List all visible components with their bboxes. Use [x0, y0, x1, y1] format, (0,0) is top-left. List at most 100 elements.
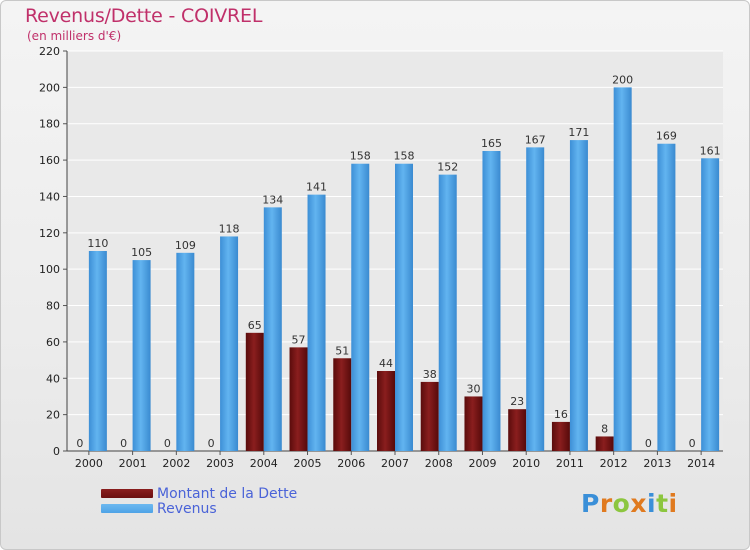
- logo-letter: x: [630, 489, 647, 518]
- legend: Montant de la Dette Revenus: [101, 485, 298, 517]
- data-label-debt: 65: [248, 319, 262, 332]
- bar-debt: [595, 436, 614, 451]
- data-label-revenue: 171: [568, 126, 589, 139]
- bar-revenue: [307, 194, 326, 452]
- x-tick-label: 2005: [294, 457, 322, 470]
- data-label-revenue: 169: [656, 130, 677, 143]
- x-tick-label: 2004: [250, 457, 278, 470]
- bar-debt: [551, 421, 570, 451]
- bar-debt: [508, 409, 527, 451]
- bar-revenue: [569, 140, 588, 451]
- logo-letter: o: [612, 489, 631, 518]
- data-label-revenue: 134: [262, 193, 283, 206]
- legend-item-revenue: Revenus: [101, 500, 297, 517]
- bar-debt: [464, 396, 483, 451]
- data-label-revenue: 118: [219, 222, 240, 235]
- data-label-debt: 0: [120, 437, 127, 450]
- bar-revenue: [132, 260, 151, 451]
- data-label-revenue: 105: [131, 246, 152, 259]
- data-label-revenue: 141: [306, 181, 327, 194]
- x-tick-label: 2002: [162, 457, 190, 470]
- legend-item-debt: Montant de la Dette: [101, 485, 298, 502]
- legend-swatch-revenue: [101, 504, 153, 513]
- logo-letter: t: [656, 489, 669, 518]
- chart-title: Revenus/Dette - COIVREL: [25, 5, 263, 27]
- y-tick-label: 20: [46, 409, 60, 422]
- y-tick-label: 120: [39, 227, 60, 240]
- x-tick-label: 2001: [119, 457, 147, 470]
- bar-revenue: [701, 158, 720, 452]
- bar-revenue: [395, 163, 413, 451]
- data-label-revenue: 110: [87, 237, 108, 250]
- data-label-debt: 38: [423, 368, 437, 381]
- y-tick-label: 200: [39, 81, 60, 94]
- logo-letter: i: [668, 489, 678, 518]
- legend-swatch-debt: [101, 489, 153, 498]
- data-label-debt: 57: [292, 333, 306, 346]
- bar-revenue: [526, 147, 545, 451]
- y-tick-label: 220: [39, 45, 60, 58]
- y-tick-label: 100: [39, 263, 60, 276]
- data-label-revenue: 161: [700, 144, 721, 157]
- data-label-debt: 30: [466, 382, 480, 395]
- bar-debt: [333, 358, 352, 451]
- bar-revenue: [657, 143, 676, 451]
- y-tick-label: 60: [46, 336, 60, 349]
- y-tick-label: 140: [39, 190, 60, 203]
- y-tick-label: 180: [39, 118, 60, 131]
- bar-revenue: [351, 163, 370, 451]
- x-tick-label: 2014: [687, 457, 715, 470]
- data-label-debt: 0: [689, 437, 696, 450]
- data-label-debt: 8: [601, 422, 608, 435]
- legend-label-debt: Montant de la Dette: [157, 485, 298, 502]
- bar-debt: [245, 332, 264, 451]
- x-tick-label: 2010: [512, 457, 540, 470]
- chart-subtitle: (en milliers d'€): [27, 29, 122, 43]
- data-label-debt: 23: [510, 395, 524, 408]
- data-label-debt: 0: [208, 437, 215, 450]
- data-label-debt: 0: [645, 437, 652, 450]
- data-label-revenue: 165: [481, 137, 502, 150]
- bar-revenue: [613, 87, 632, 451]
- bar-revenue: [438, 174, 457, 452]
- data-label-debt: 0: [164, 437, 171, 450]
- data-label-revenue: 158: [394, 150, 415, 163]
- data-label-debt: 51: [335, 344, 349, 357]
- x-tick-label: 2007: [381, 457, 409, 470]
- x-tick-label: 2003: [206, 457, 234, 470]
- data-label-revenue: 109: [175, 239, 196, 252]
- x-tick-label: 2011: [556, 457, 584, 470]
- bar-revenue: [220, 236, 239, 451]
- data-label-revenue: 200: [612, 73, 633, 86]
- y-tick-label: 160: [39, 154, 60, 167]
- bar-debt: [377, 371, 395, 451]
- data-label-revenue: 152: [437, 161, 458, 174]
- bar-revenue: [482, 151, 501, 451]
- data-label-revenue: 158: [350, 150, 371, 163]
- data-label-debt: 0: [76, 437, 83, 450]
- data-label-debt: 44: [379, 357, 393, 370]
- y-tick-label: 40: [46, 372, 60, 385]
- bar-debt: [289, 347, 308, 451]
- x-tick-label: 2009: [468, 457, 496, 470]
- x-tick-label: 2013: [643, 457, 671, 470]
- bar-revenue: [88, 251, 107, 451]
- proxiti-logo: Proxiti: [581, 489, 678, 518]
- x-tick-label: 2012: [600, 457, 628, 470]
- legend-label-revenue: Revenus: [157, 500, 217, 517]
- logo-letter: P: [581, 489, 600, 518]
- bar-revenue: [176, 252, 195, 451]
- y-tick-label: 0: [53, 445, 60, 458]
- data-label-revenue: 167: [525, 133, 546, 146]
- logo-letter: r: [599, 489, 613, 518]
- data-label-debt: 16: [554, 408, 568, 421]
- x-tick-label: 2006: [337, 457, 365, 470]
- x-tick-label: 2008: [425, 457, 453, 470]
- x-tick-label: 2000: [75, 457, 103, 470]
- bar-debt: [420, 381, 439, 451]
- bar-revenue: [263, 207, 282, 451]
- logo-letter: i: [647, 489, 657, 518]
- y-tick-label: 80: [46, 300, 60, 313]
